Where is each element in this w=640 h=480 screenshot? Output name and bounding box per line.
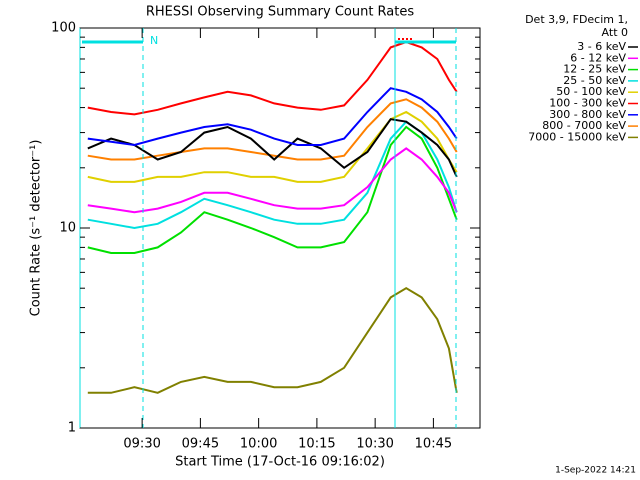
legend-label: 25 - 50 keV xyxy=(563,74,626,87)
x-tick-label: 10:45 xyxy=(415,437,452,452)
x-tick-label: 09:45 xyxy=(182,437,219,452)
series-line xyxy=(87,98,458,161)
legend-label: 6 - 12 keV xyxy=(570,51,626,64)
x-tick-label: 10:00 xyxy=(240,437,277,452)
x-tick-label: 10:30 xyxy=(356,437,393,452)
legend-label: 7000 - 15000 keV xyxy=(528,130,626,143)
x-axis-label: Start Time (17-Oct-16 09:16:02) xyxy=(175,455,385,470)
series-line xyxy=(87,118,458,178)
legend-label: 100 - 300 keV xyxy=(549,97,626,110)
legend-header: Det 3,9, FDecim 1, xyxy=(525,13,628,26)
series-line xyxy=(87,147,458,214)
annotation: N xyxy=(150,34,158,47)
y-tick-label: 1 xyxy=(68,421,76,436)
plot xyxy=(87,41,458,394)
legend-label: 3 - 6 keV xyxy=(577,40,626,53)
series-line xyxy=(87,287,458,394)
series-line xyxy=(87,125,458,254)
series-line xyxy=(87,87,458,147)
chart-title: RHESSI Observing Summary Count Rates xyxy=(146,5,415,20)
legend-label: 300 - 800 keV xyxy=(549,108,626,121)
footer: 1-Sep-2022 14:21 xyxy=(555,466,636,476)
y-tick-label: 10 xyxy=(59,221,76,236)
x-tick-label: 10:15 xyxy=(298,437,335,452)
series-line xyxy=(87,110,458,183)
legend-label: 12 - 25 keV xyxy=(563,63,626,76)
y-axis-label: Count Rate (s⁻¹ detector⁻¹) xyxy=(29,140,44,317)
series-line xyxy=(87,41,458,116)
y-tick-label: 100 xyxy=(51,21,76,36)
legend-label: 800 - 7000 keV xyxy=(542,119,626,132)
x-tick-label: 09:30 xyxy=(123,437,160,452)
legend-header: Att 0 xyxy=(602,26,628,39)
legend-label: 50 - 100 keV xyxy=(556,85,626,98)
